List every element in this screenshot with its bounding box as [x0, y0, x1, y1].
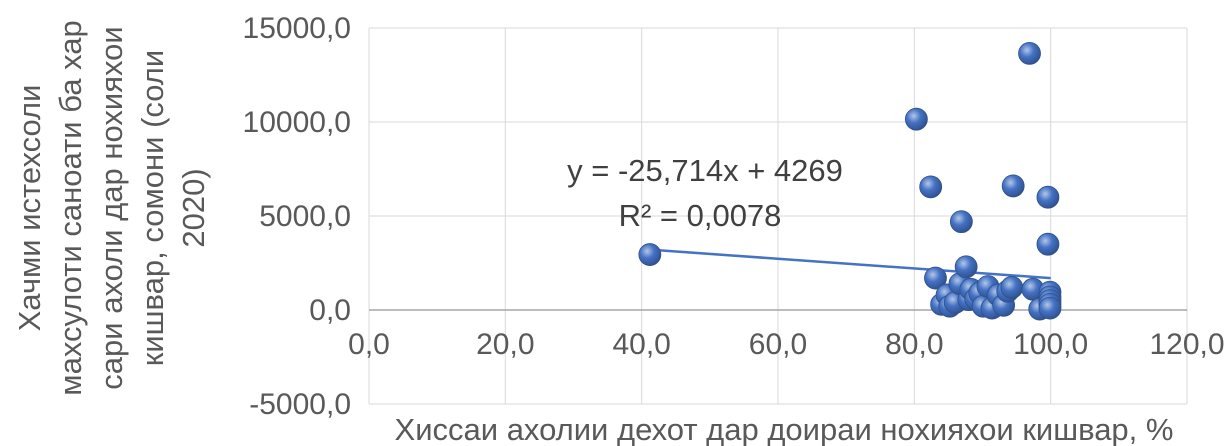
- y-tick-label: 5000,0: [259, 200, 351, 233]
- data-points: [638, 41, 1062, 321]
- y-axis-title: Хачми истехсоли махсулоти саноати ба хар…: [12, 20, 211, 395]
- gridlines: [368, 27, 1188, 405]
- y-axis-title-line-1: Хачми истехсоли: [12, 85, 47, 332]
- x-tick-label: 100,0: [1013, 328, 1088, 361]
- x-tick-label: 120,0: [1149, 328, 1224, 361]
- x-tick-label: 20,0: [476, 328, 534, 361]
- data-point: [1001, 174, 1025, 198]
- data-point: [1000, 276, 1024, 299]
- y-tick-label: 10000,0: [243, 106, 351, 139]
- y-tick-label: -5000,0: [249, 388, 351, 421]
- y-tick-label: 15000,0: [243, 12, 351, 45]
- trendline-r2: R² = 0,0078: [619, 198, 782, 233]
- x-tick-labels: 0,0 20,0 40,0 60,0 80,0 100,0 120,0: [348, 328, 1224, 361]
- x-tick-label: 0,0: [348, 328, 390, 361]
- data-point: [1038, 296, 1062, 320]
- data-point: [924, 266, 947, 290]
- y-tick-label: 0,0: [309, 294, 351, 327]
- x-tick-label: 60,0: [749, 328, 807, 361]
- x-tick-label: 40,0: [612, 328, 670, 361]
- data-point: [954, 255, 978, 279]
- trendline-equation: y = -25,714x + 4269: [567, 153, 843, 188]
- x-tick-label: 80,0: [885, 328, 943, 361]
- data-point: [949, 210, 973, 234]
- data-point: [638, 243, 662, 266]
- y-axis-title-line-3: сари ахоли дар нохияхои: [94, 26, 129, 389]
- trendline-group: [649, 248, 1051, 280]
- data-point: [919, 175, 943, 199]
- y-axis-title-line-4: кишвар, сомони (соли: [135, 50, 170, 366]
- y-tick-labels: -5000,0 0,0 5000,0 10000,0 15000,0: [243, 12, 351, 421]
- x-axis-title: Хиссаи ахолии дехот дар доираи нохияхои …: [395, 412, 1174, 446]
- data-point: [1036, 232, 1060, 256]
- data-point: [904, 107, 928, 131]
- trendline: [649, 248, 1051, 280]
- y-axis-title-line-5: 2020): [176, 168, 211, 247]
- data-point: [1036, 185, 1060, 209]
- data-point: [1018, 41, 1041, 65]
- y-axis-title-line-2: махсулоти саноати ба хар: [53, 20, 88, 395]
